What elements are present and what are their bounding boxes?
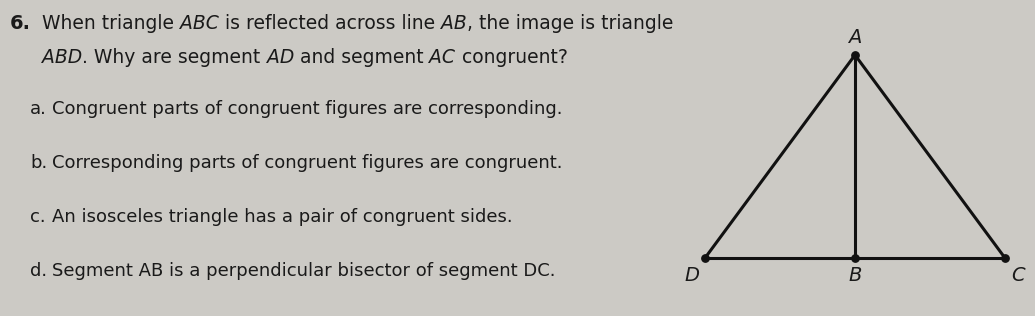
Text: d.: d.	[30, 262, 48, 280]
Text: . Why are segment: . Why are segment	[82, 48, 266, 67]
Text: Segment AB is a perpendicular bisector of segment DC.: Segment AB is a perpendicular bisector o…	[52, 262, 556, 280]
Point	[847, 52, 863, 58]
Text: a.: a.	[30, 100, 47, 118]
Text: ABC: ABC	[180, 14, 218, 33]
Text: AC: AC	[430, 48, 455, 67]
Text: c.: c.	[30, 208, 46, 226]
Text: C: C	[1011, 266, 1025, 285]
Text: A: A	[849, 28, 862, 47]
Text: and segment: and segment	[294, 48, 430, 67]
Text: is reflected across line: is reflected across line	[218, 14, 441, 33]
Text: b.: b.	[30, 154, 48, 172]
Point	[697, 255, 713, 260]
Point	[997, 255, 1013, 260]
Text: 6.: 6.	[10, 14, 31, 33]
Text: Congruent parts of congruent figures are corresponding.: Congruent parts of congruent figures are…	[52, 100, 562, 118]
Text: When triangle: When triangle	[42, 14, 180, 33]
Text: ABD: ABD	[42, 48, 82, 67]
Text: AB: AB	[441, 14, 467, 33]
Text: AD: AD	[266, 48, 294, 67]
Point	[847, 255, 863, 260]
Text: B: B	[849, 266, 862, 285]
Text: D: D	[684, 266, 699, 285]
Text: congruent?: congruent?	[455, 48, 567, 67]
Text: Corresponding parts of congruent figures are congruent.: Corresponding parts of congruent figures…	[52, 154, 562, 172]
Text: , the image is triangle: , the image is triangle	[467, 14, 673, 33]
Text: An isosceles triangle has a pair of congruent sides.: An isosceles triangle has a pair of cong…	[52, 208, 512, 226]
